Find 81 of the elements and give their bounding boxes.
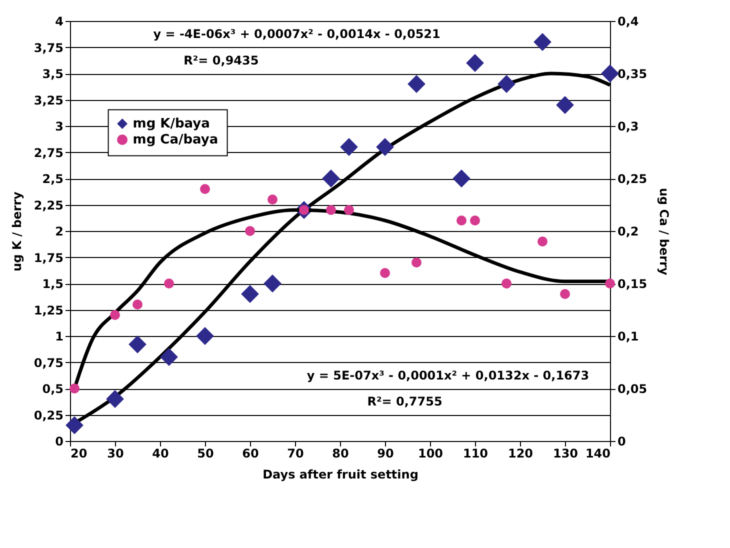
point — [340, 138, 358, 156]
point — [70, 384, 80, 394]
point — [110, 310, 120, 320]
y2-tick-label: 0 — [618, 434, 626, 448]
y-axis-title: ug K / berry — [10, 191, 24, 272]
x-tick-label: 60 — [242, 446, 259, 460]
x-tick-label: 90 — [377, 446, 394, 460]
annotation: y = -4E-06x³ + 0,0007x² - 0,0014x - 0,0521 — [153, 27, 440, 42]
annotation: y = 5E-07x³ - 0,0001x² + 0,0132x - 0,1673 — [306, 368, 590, 382]
point — [106, 390, 124, 408]
x-tick-label: 80 — [332, 446, 349, 460]
y-tick-label: 0,25 — [34, 408, 64, 422]
point — [128, 335, 146, 354]
point — [502, 278, 512, 288]
point — [132, 300, 142, 310]
annotation: R²= 0,7755 — [367, 394, 442, 409]
y-tick-label: 2,25 — [34, 198, 64, 212]
x-tick-label: 30 — [107, 446, 124, 460]
point — [160, 348, 178, 366]
y-tick-label: 3,5 — [42, 67, 64, 81]
y-tick-label: 1 — [55, 330, 64, 344]
point — [412, 258, 422, 268]
y-tick-label: 1,5 — [42, 277, 64, 291]
y-tick-label: 4 — [55, 14, 64, 28]
y-tick-label: 2,75 — [34, 146, 64, 160]
point — [322, 170, 340, 188]
x-tick-label: 20 — [70, 446, 88, 460]
x-axis-title: Days after fruit setting — [262, 468, 418, 482]
x-tick-label: 140 — [585, 446, 610, 460]
point — [466, 54, 484, 72]
x-tick-label: 70 — [287, 446, 304, 460]
point — [245, 226, 255, 236]
x-tick-label: 100 — [418, 446, 444, 460]
x-tick-label: 130 — [552, 446, 578, 460]
y-tick-label: 1,25 — [34, 303, 64, 318]
point — [200, 184, 210, 194]
y2-tick-label: 0,15 — [618, 277, 648, 291]
y-tick-label: 3,75 — [34, 40, 64, 55]
x-tick-label: 50 — [197, 446, 214, 460]
point — [344, 205, 354, 215]
x-tick-label: 120 — [508, 446, 534, 460]
point — [601, 64, 619, 82]
point — [241, 285, 259, 303]
y-tick-label: 0 — [55, 434, 64, 448]
y-tick-label: 0,5 — [42, 382, 64, 396]
y2-axis-title: ug Ca / berry — [657, 188, 672, 276]
point — [196, 327, 214, 345]
y2-tick-label: 0,1 — [618, 330, 639, 344]
point — [380, 268, 390, 278]
y-tick-label: 3,25 — [34, 93, 64, 108]
y-tick-label: 2,5 — [42, 172, 64, 186]
legend-label: mg K/baya — [132, 116, 210, 132]
y2-tick-label: 0,05 — [618, 382, 648, 396]
y2-tick-label: 0,2 — [618, 224, 639, 238]
point — [164, 278, 174, 288]
y2-tick-label: 0,25 — [618, 172, 648, 186]
y-tick-label: 2 — [55, 224, 64, 238]
y-tick-label: 1,75 — [34, 250, 64, 265]
y2-tick-label: 0,4 — [618, 14, 639, 28]
point — [534, 33, 552, 51]
point — [456, 216, 466, 226]
annotation: R²= 0,9435 — [184, 53, 259, 68]
point — [452, 170, 470, 188]
point — [470, 216, 480, 226]
point — [326, 205, 336, 215]
point — [556, 96, 574, 114]
point — [538, 236, 548, 246]
point — [264, 274, 282, 292]
point — [498, 75, 516, 93]
x-tick-label: 110 — [462, 446, 488, 460]
point — [268, 194, 278, 204]
legend-label: mg Ca/baya — [132, 132, 218, 148]
y-tick-label: 3 — [55, 120, 64, 134]
y2-tick-label: 0,35 — [618, 67, 648, 81]
y2-tick-label: 0,3 — [618, 120, 639, 134]
point — [66, 416, 84, 434]
x-tick-label: 40 — [152, 446, 169, 460]
y-tick-label: 0,75 — [34, 356, 64, 370]
point — [408, 75, 426, 93]
point — [560, 289, 570, 299]
point — [376, 138, 394, 156]
